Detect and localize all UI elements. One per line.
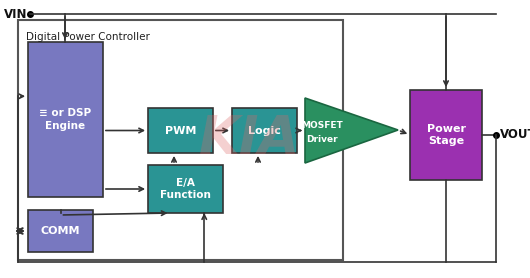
Bar	[410, 90, 482, 180]
Bar	[232, 108, 297, 153]
Text: Logic: Logic	[248, 125, 281, 135]
Text: COMM: COMM	[41, 226, 80, 236]
Text: Power
Stage: Power Stage	[427, 124, 465, 146]
Bar	[148, 108, 213, 153]
Polygon shape	[305, 98, 398, 163]
Bar	[28, 210, 93, 252]
Text: Digital Power Controller: Digital Power Controller	[26, 32, 150, 42]
Text: Driver: Driver	[306, 135, 338, 144]
Text: VOUT: VOUT	[500, 128, 530, 142]
Bar	[148, 165, 223, 213]
Text: MOSFET: MOSFET	[301, 121, 343, 130]
Bar	[28, 42, 103, 197]
Text: PWM: PWM	[165, 125, 196, 135]
Bar	[18, 20, 343, 260]
Text: ≡ or DSP
Engine: ≡ or DSP Engine	[39, 108, 92, 131]
Text: E/A
Function: E/A Function	[160, 178, 211, 200]
Text: KIA: KIA	[198, 113, 300, 165]
Text: VIN: VIN	[4, 8, 28, 21]
